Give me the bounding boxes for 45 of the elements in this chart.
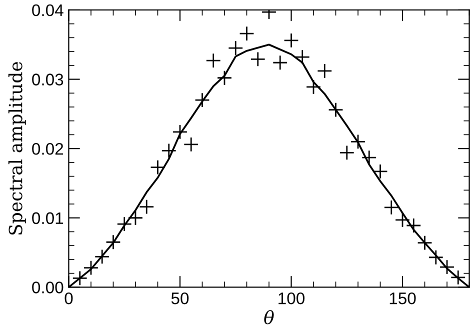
y-tick-label: 0.03 [32,74,64,86]
point [194,92,210,108]
point [183,136,199,152]
point [361,150,377,166]
y-tick-label: 0.02 [32,142,64,155]
point [106,234,121,250]
point [94,249,110,264]
y-tick-label: 0.01 [32,212,64,224]
point [284,32,299,48]
y-axis-title: Spectral amplitude [8,62,26,235]
point [339,145,355,160]
point [372,164,388,180]
x-tick-label: 150 [390,292,416,304]
point [250,52,266,67]
point [328,102,344,118]
y-tick-label: 0.04 [32,4,64,16]
point [128,210,144,226]
point [417,235,432,250]
x-axis-title: θ [264,310,274,324]
point [172,124,188,140]
point [83,260,99,276]
point [116,216,132,232]
point [306,79,322,95]
point [272,54,288,70]
point [428,250,444,266]
point [450,270,466,286]
point [228,40,244,56]
point [150,160,166,175]
point [439,259,455,275]
point [294,49,310,65]
x-tick-label: 0 [64,292,73,304]
x-tick-label: 100 [278,292,304,304]
y-tick-label: 0.00 [32,282,64,294]
point [161,143,176,158]
point [350,134,366,150]
point [406,218,422,234]
point [138,199,154,214]
x-tick-label: 50 [171,292,189,304]
point [206,52,222,68]
point [216,70,232,86]
point [394,212,410,228]
point [72,270,88,286]
point [316,63,332,79]
point [384,200,400,216]
point [239,26,254,42]
